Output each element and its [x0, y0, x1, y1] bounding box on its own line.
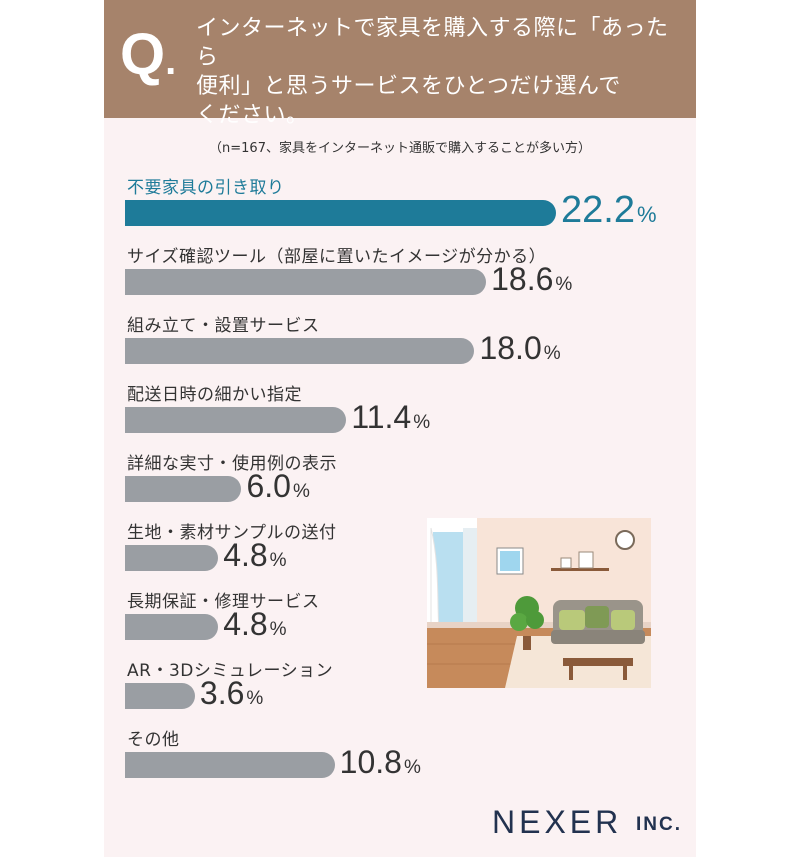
- value-label: 11.4%: [351, 399, 431, 435]
- value-label: 3.6%: [199, 675, 264, 711]
- category-label: 長期保証・修理サービス: [127, 592, 320, 612]
- category-label: 組み立て・設置サービス: [127, 316, 320, 336]
- question-mark: Q.: [120, 22, 177, 87]
- bar: [125, 476, 242, 502]
- bar: [125, 200, 556, 226]
- living-room-illustration: [427, 518, 651, 688]
- question-text: インターネットで家具を購入する際に「あったら 便利」と思うサービスをひとつだけ選…: [196, 14, 686, 130]
- value-label: 10.8%: [339, 744, 421, 780]
- bar: [125, 338, 475, 364]
- category-label: AR・3Dシミュレーション: [127, 661, 334, 681]
- category-label: 生地・素材サンプルの送付: [127, 523, 337, 543]
- value-label: 18.6%: [491, 261, 573, 297]
- value-label: 22.2%: [561, 189, 657, 231]
- question-line: ください。: [196, 103, 309, 128]
- question-line: 便利」と思うサービスをひとつだけ選んで: [196, 74, 621, 99]
- category-label: 詳細な実寸・使用例の表示: [127, 454, 337, 474]
- value-label: 6.0%: [246, 468, 310, 504]
- value-label: 4.8%: [223, 606, 287, 642]
- sample-note: （n=167、家具をインターネット通販で購入することが多い方）: [209, 141, 591, 156]
- category-label: サイズ確認ツール（部屋に置いたイメージが分かる）: [127, 247, 547, 267]
- brand-logo-suffix: INC.: [636, 814, 682, 835]
- bar: [125, 752, 335, 778]
- category-label: 配送日時の細かい指定: [127, 385, 302, 405]
- bar: [125, 683, 195, 709]
- value-label: 4.8%: [223, 537, 287, 573]
- category-label: その他: [127, 730, 180, 750]
- bar: [125, 269, 487, 295]
- value-label: 18.0%: [479, 330, 561, 366]
- bar: [125, 407, 347, 433]
- brand-logo: NEXER: [492, 804, 623, 840]
- bar: [125, 545, 219, 571]
- category-label: 不要家具の引き取り: [127, 178, 285, 198]
- question-line: インターネットで家具を購入する際に「あったら: [196, 16, 669, 70]
- bar: [125, 614, 219, 640]
- question-header: [104, 0, 696, 118]
